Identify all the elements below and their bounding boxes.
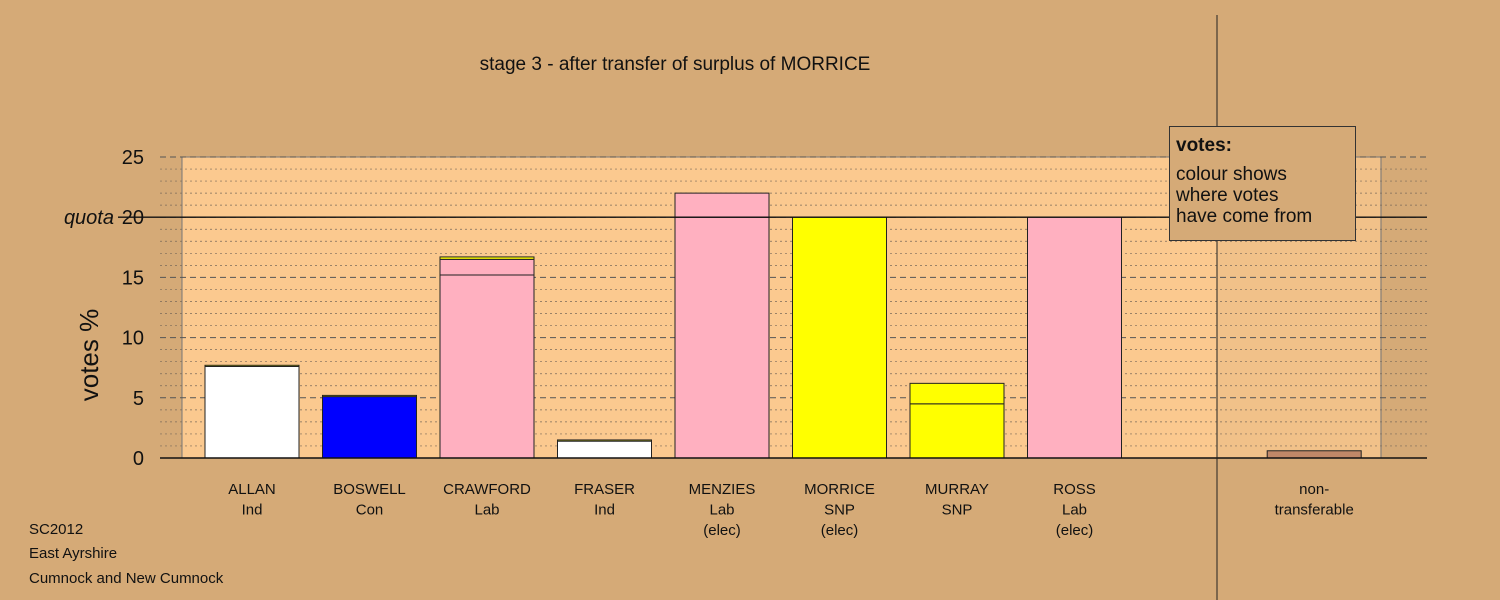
source-election: SC2012 — [29, 521, 84, 538]
category-label: Con — [356, 502, 384, 519]
bar-segment — [792, 216, 887, 459]
category-label: CRAWFORD — [443, 481, 531, 498]
bar-segment — [439, 256, 535, 260]
bar-segment — [439, 258, 535, 276]
legend-line: have come from — [1176, 206, 1313, 227]
category-label: ALLAN — [228, 481, 276, 498]
category-label: SNP — [824, 502, 855, 519]
category-label: Lab — [474, 502, 499, 519]
source-ward: Cumnock and New Cumnock — [29, 570, 224, 587]
category-label: BOSWELL — [333, 481, 406, 498]
bar-segment — [204, 364, 300, 367]
y-tick-label: 25 — [122, 147, 144, 169]
quota-label: quota — [64, 207, 114, 229]
bar-segment — [674, 192, 770, 218]
y-tick-label: 15 — [122, 267, 144, 289]
y-tick-label: 10 — [122, 328, 144, 350]
category-label: transferable — [1275, 502, 1354, 519]
category-label: MURRAY — [925, 481, 989, 498]
bar-segment — [322, 396, 417, 459]
source-council: East Ayrshire — [29, 545, 118, 562]
bar-segment — [557, 439, 652, 442]
legend-heading: votes: — [1176, 135, 1232, 156]
y-tick-label: 20 — [122, 207, 144, 229]
y-axis-label: votes % — [74, 309, 104, 402]
bar-segment — [674, 216, 770, 459]
legend-line: where votes — [1176, 185, 1279, 206]
y-tick-label: 5 — [133, 388, 144, 410]
category-label: SNP — [942, 502, 973, 519]
bar-segment — [909, 403, 1005, 459]
category-label: MORRICE — [804, 481, 875, 498]
category-label: Ind — [594, 502, 615, 519]
bar-segment — [204, 365, 300, 459]
chart-title: stage 3 - after transfer of surplus of M… — [479, 54, 871, 75]
category-label: non- — [1299, 481, 1329, 498]
bar-segment — [322, 394, 417, 398]
legend-line: colour shows — [1176, 164, 1287, 185]
legend-box: votes: colour shows where votes have com… — [1169, 126, 1356, 241]
category-label: ROSS — [1053, 481, 1096, 498]
bar-segment — [909, 382, 1005, 405]
category-label: Ind — [242, 502, 263, 519]
category-label: MENZIES — [689, 481, 756, 498]
category-label: (elec) — [821, 522, 859, 539]
bar-segment — [1027, 216, 1122, 459]
bar-segment — [1266, 450, 1362, 459]
category-label: (elec) — [703, 522, 741, 539]
category-label: Lab — [1062, 502, 1087, 519]
y-tick-label: 0 — [133, 448, 144, 470]
category-label: Lab — [709, 502, 734, 519]
bar-segment — [557, 440, 652, 459]
bar-segment — [439, 274, 535, 459]
category-label: FRASER — [574, 481, 635, 498]
category-label: (elec) — [1056, 522, 1094, 539]
